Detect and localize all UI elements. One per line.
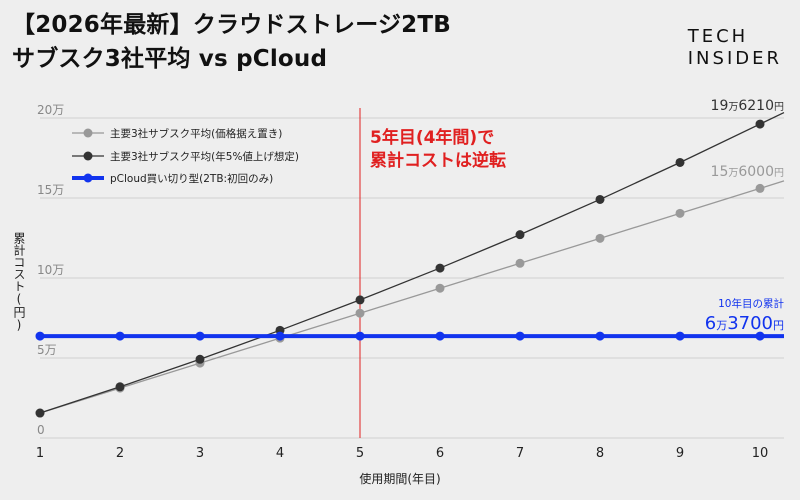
- data-point: [355, 295, 365, 305]
- chart-title: 【2026年最新】クラウドストレージ2TB サブスク3社平均 vs pCloud: [12, 8, 451, 76]
- end-labels: 19万6210円 15万6000円 10年目の累計 6万3700円: [705, 98, 785, 334]
- data-point: [595, 233, 605, 243]
- series-layer: [35, 111, 785, 418]
- data-point: [675, 157, 685, 167]
- x-tick-label: 8: [596, 446, 604, 461]
- legend: 主要3社サブスク平均(価格据え置き) 主要3社サブスク平均(年5%値上げ想定) pC…: [72, 127, 299, 185]
- data-point: [275, 331, 285, 341]
- grid-lines: [40, 117, 784, 439]
- data-point: [35, 408, 45, 418]
- legend-label: 主要3社サブスク平均(価格据え置き): [110, 127, 282, 140]
- data-point: [595, 331, 605, 341]
- data-point: [435, 331, 445, 341]
- series-line-0: [39, 180, 785, 414]
- end-label-pcloud-caption: 10年目の累計: [718, 297, 784, 310]
- data-point: [355, 331, 365, 341]
- data-point: [755, 331, 765, 341]
- x-tick-label: 4: [276, 446, 284, 461]
- y-tick-label: 5万: [37, 343, 57, 357]
- data-point: [675, 331, 685, 341]
- data-point: [35, 331, 45, 341]
- data-point: [515, 258, 525, 268]
- end-label-pcloud: 6万3700円: [705, 313, 784, 334]
- tech-insider-logo: TECH INSIDER: [688, 26, 782, 70]
- legend-label: 主要3社サブスク平均(年5%値上げ想定): [110, 150, 299, 163]
- x-tick-label: 3: [196, 446, 204, 461]
- y-axis-title: 累計コスト(円): [12, 232, 26, 332]
- y-tick-label: 10万: [37, 263, 64, 277]
- title-line-2: サブスク3社平均 vs pCloud: [12, 46, 328, 72]
- end-label-subscription-5pct: 19万6210円: [711, 98, 784, 114]
- series-0: [35, 180, 785, 418]
- data-point: [435, 283, 445, 293]
- series-1: [35, 111, 785, 418]
- x-axis-title: 使用期間(年目): [359, 472, 441, 486]
- logo-line-1: TECH: [687, 26, 749, 47]
- x-tick-label: 2: [116, 446, 124, 461]
- x-tick-label: 6: [436, 446, 444, 461]
- y-tick-label: 20万: [37, 103, 64, 117]
- series-2: [35, 331, 784, 341]
- y-tick-label: 0: [37, 423, 45, 437]
- x-tick-label: 7: [516, 446, 524, 461]
- data-point: [595, 194, 605, 204]
- legend-swatch-dot: [83, 173, 93, 183]
- data-point: [675, 208, 685, 218]
- data-point: [115, 331, 125, 341]
- y-axis-ticks: 0 5万 10万 15万 20万: [37, 103, 64, 437]
- data-point: [435, 263, 445, 273]
- legend-swatch-dot: [83, 151, 93, 161]
- legend-swatch-dot: [83, 128, 93, 138]
- data-point: [755, 119, 765, 129]
- x-tick-label: 1: [36, 446, 44, 461]
- x-axis-ticks: 1 2 3 4 5 6 7 8 9 10: [36, 446, 768, 461]
- data-point: [515, 331, 525, 341]
- data-point: [355, 308, 365, 318]
- data-point: [755, 183, 765, 193]
- end-label-subscription-flat: 15万6000円: [711, 164, 784, 180]
- title-line-1: 【2026年最新】クラウドストレージ2TB: [12, 12, 451, 38]
- annotation-line-2: 累計コストは逆転: [370, 150, 506, 171]
- data-point: [515, 230, 525, 240]
- data-point: [195, 354, 205, 364]
- x-tick-label: 10: [752, 446, 769, 461]
- data-point: [195, 331, 205, 341]
- logo-line-2: INSIDER: [687, 48, 782, 69]
- x-tick-label: 5: [356, 446, 364, 461]
- x-tick-label: 9: [676, 446, 684, 461]
- legend-label: pCloud買い切り型(2TB:初回のみ): [110, 172, 273, 185]
- y-tick-label: 15万: [37, 183, 64, 197]
- annotation-line-1: 5年目(4年間)で: [370, 127, 494, 148]
- data-point: [115, 382, 125, 392]
